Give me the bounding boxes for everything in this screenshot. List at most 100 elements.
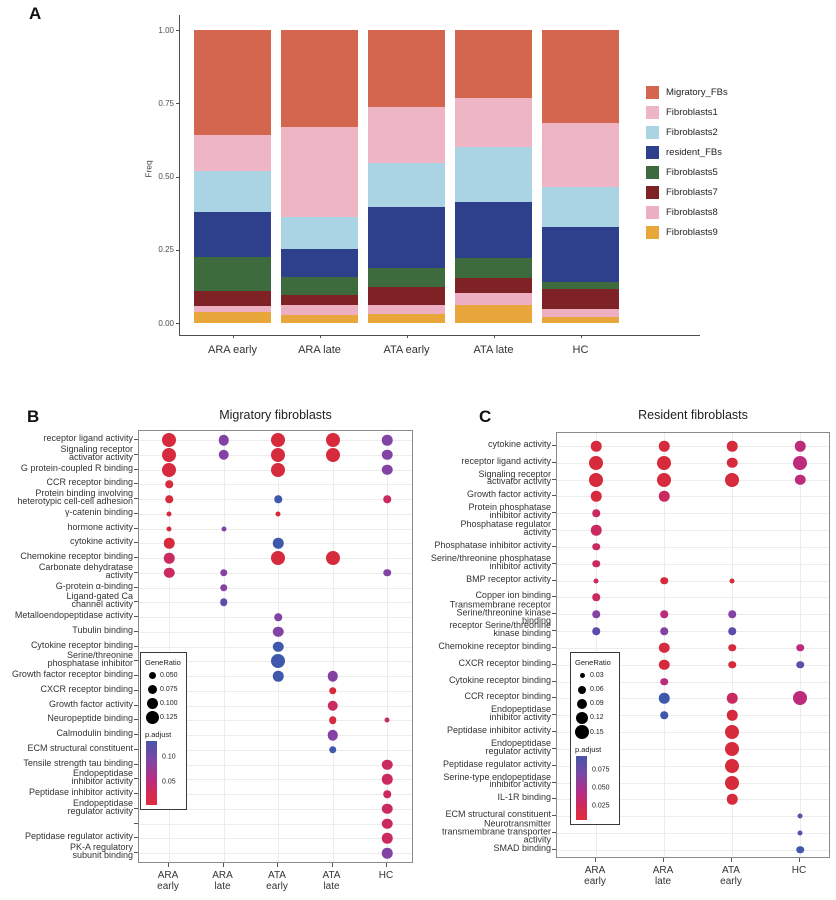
- legend-swatch: [646, 146, 659, 159]
- grid-line-horizontal: [139, 602, 412, 604]
- row-label: IL-1R binding: [497, 792, 551, 803]
- dot: [272, 670, 284, 682]
- dot: [589, 472, 603, 487]
- panel-a-y-axis-line: [179, 15, 180, 336]
- dot: [657, 472, 671, 487]
- row-tick-mark: [552, 747, 556, 749]
- row-tick-mark: [134, 645, 138, 647]
- grid-line-horizontal: [557, 732, 829, 734]
- dot: [219, 569, 228, 577]
- row-label: SMAD binding: [493, 843, 551, 854]
- panel-a-category-label: ATA late: [473, 344, 514, 356]
- panel-a-y-tick-label: 1.00: [158, 25, 174, 35]
- bar-segment-resident_fbs: [368, 206, 445, 268]
- row-label: Ligand-gated Ca channel activity: [66, 591, 133, 610]
- dot: [381, 434, 393, 446]
- legend-item-fibroblasts2: Fibroblasts2: [646, 126, 718, 139]
- grid-line-horizontal: [139, 720, 412, 722]
- bar-segment-fibroblasts7: [194, 291, 271, 306]
- bar-segment-fibroblasts7: [281, 294, 358, 305]
- column-tick-mark: [222, 863, 224, 867]
- legend-size-entry: 0.050: [144, 669, 183, 682]
- bar-segment-fibroblasts7: [368, 286, 445, 305]
- legend-swatch: [646, 186, 659, 199]
- dot: [166, 526, 172, 531]
- row-tick-mark: [552, 764, 556, 766]
- row-tick-mark: [134, 498, 138, 499]
- dot: [271, 433, 285, 447]
- grid-line-horizontal: [557, 496, 829, 498]
- dot: [218, 434, 229, 446]
- row-label: ECM structural constituent: [445, 809, 551, 820]
- grid-line-horizontal: [139, 808, 412, 810]
- legend-generatio-title: GeneRatio: [575, 658, 611, 667]
- column-label: HC: [791, 865, 807, 876]
- bar-segment-fibroblasts5: [194, 257, 271, 292]
- column-tick-mark: [331, 863, 333, 867]
- panel-a-y-tick-mark: [176, 249, 179, 251]
- column-tick-mark: [663, 858, 664, 862]
- legend-label: resident_FBs: [666, 147, 722, 158]
- bar-segment-fibroblasts9: [542, 316, 619, 323]
- dot: [383, 569, 391, 577]
- grid-line-horizontal: [557, 647, 829, 649]
- row-label: Endopeptidase regulator activity: [485, 738, 551, 756]
- panel-b-title: Migratory fibroblasts: [219, 408, 332, 422]
- legend-gradient-label: 0.050: [592, 784, 610, 792]
- dot: [658, 440, 670, 452]
- panel-a-x-tick-mark: [232, 335, 234, 338]
- legend-item-fibroblasts1: Fibroblasts1: [646, 106, 718, 119]
- legend-label: Fibroblasts2: [666, 127, 718, 138]
- row-tick-mark: [134, 763, 138, 765]
- dot: [657, 455, 671, 470]
- bar-segment-fibroblasts2: [281, 216, 358, 249]
- legend-swatch: [646, 106, 659, 119]
- legend-size-entry: 0.09: [574, 697, 616, 710]
- dot: [726, 693, 738, 704]
- dot: [328, 687, 337, 695]
- row-tick-mark: [552, 445, 556, 446]
- bar-segment-fibroblasts8: [542, 308, 619, 317]
- column-label: ATA early: [720, 865, 742, 887]
- bar-segment-fibroblasts8: [281, 304, 358, 315]
- grid-line-horizontal: [557, 462, 829, 464]
- legend-size-dot: [145, 711, 159, 724]
- legend-gradient-label: 0.05: [162, 778, 176, 786]
- grid-line-horizontal: [557, 816, 829, 818]
- dot: [163, 538, 175, 549]
- dot: [275, 511, 281, 517]
- dot: [381, 818, 393, 829]
- dotplot-legend: GeneRatio 0.050 0.075 0.100 0.125 p.adjust 0.1…: [140, 652, 187, 810]
- legend-size-dot-cell: [144, 685, 160, 694]
- dot: [325, 433, 340, 447]
- row-tick-mark: [134, 852, 138, 853]
- legend-size-dot: [148, 672, 156, 679]
- legend-size-entry: 0.03: [574, 669, 616, 682]
- panel-a-x-tick-mark: [493, 335, 495, 338]
- panel-a-y-tick-mark: [176, 30, 179, 31]
- row-label: Metalloendopeptidase activity: [14, 610, 133, 621]
- legend-item-fibroblasts5: Fibroblasts5: [646, 166, 718, 179]
- dot: [590, 491, 602, 502]
- row-tick-mark: [552, 613, 556, 615]
- bar-segment-fibroblasts8: [455, 292, 532, 305]
- grid-line-horizontal: [139, 764, 412, 766]
- legend-swatch: [646, 166, 659, 179]
- dot: [163, 567, 175, 578]
- dot: [381, 847, 393, 859]
- dot: [725, 472, 739, 487]
- row-label: Phosphatase regulator activity: [460, 519, 551, 538]
- grid-line-horizontal: [139, 749, 412, 751]
- row-tick-mark: [552, 461, 556, 463]
- legend-size-dot-cell: [574, 711, 590, 724]
- row-tick-mark: [552, 495, 556, 497]
- dot: [793, 691, 807, 706]
- row-tick-mark: [552, 848, 556, 850]
- grid-line-horizontal: [139, 690, 412, 692]
- grid-line-horizontal: [139, 572, 412, 574]
- dot: [384, 717, 390, 723]
- column-label: ARA early: [584, 865, 606, 887]
- bar-segment-fibroblasts7: [455, 277, 532, 293]
- row-label: CCR receptor binding: [464, 691, 551, 702]
- panel-a-y-tick-label: 0.25: [158, 245, 174, 255]
